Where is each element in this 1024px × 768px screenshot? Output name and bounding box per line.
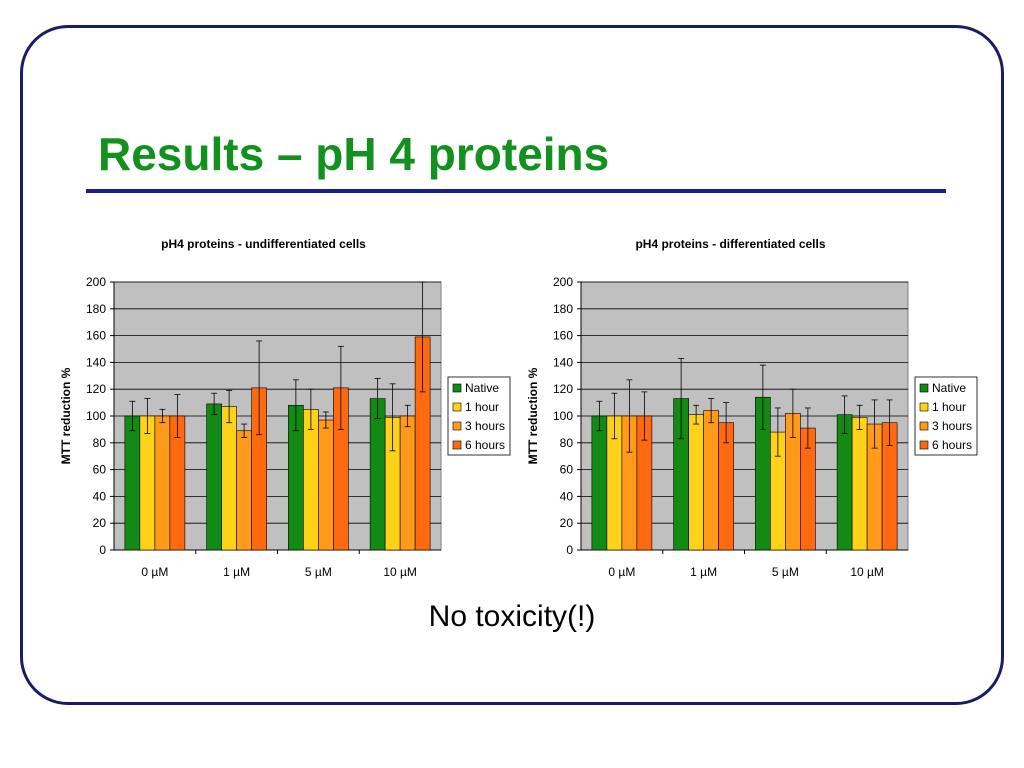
x-tick-label: 1 µM (223, 565, 250, 579)
y-tick-label: 60 (93, 463, 107, 477)
y-tick-label: 40 (93, 489, 107, 503)
legend-swatch (919, 383, 929, 393)
bar (206, 403, 222, 551)
chart-undifferentiated: pH4 proteins - undifferentiated cells 0 20… (59, 237, 511, 579)
x-tick-label: 0 µM (141, 565, 168, 579)
y-tick-label: 140 (86, 355, 106, 369)
x-tick-label: 5 µM (305, 565, 332, 579)
legend-label: Native (932, 381, 966, 395)
bar (124, 415, 141, 551)
chart-differentiated: pH4 proteins - differentiated cells 0 20 40… (526, 237, 978, 579)
bar (369, 398, 386, 551)
y-axis-label: MTT reduction % (526, 367, 540, 464)
y-tick-label: 20 (560, 516, 574, 530)
slide-title: Results – pH 4 proteins (98, 128, 610, 180)
bar (303, 409, 319, 551)
chart-title: pH4 proteins - undifferentiated cells (161, 237, 366, 251)
bar (236, 430, 252, 551)
x-tick-label: 10 µM (850, 565, 884, 579)
bar (318, 419, 334, 551)
x-tick-label: 0 µM (608, 565, 635, 579)
bar (399, 415, 416, 551)
y-tick-label: 120 (86, 382, 106, 396)
bar (591, 415, 608, 551)
y-tick-label: 200 (86, 275, 106, 289)
y-axis-label: MTT reduction % (59, 367, 73, 464)
y-tick-label: 20 (93, 516, 107, 530)
y-tick-label: 180 (86, 302, 106, 316)
legend-swatch (452, 421, 462, 431)
y-tick-label: 40 (560, 489, 574, 503)
y-tick-label: 80 (560, 436, 574, 450)
y-tick-label: 60 (560, 463, 574, 477)
caption: No toxicity(!) (428, 600, 596, 633)
bar (688, 414, 704, 551)
y-tick-label: 120 (553, 382, 573, 396)
bar (154, 415, 171, 551)
bar (836, 414, 853, 551)
legend-swatch (452, 402, 462, 412)
y-tick-label: 180 (553, 302, 573, 316)
legend-label: 3 hours (932, 419, 972, 433)
bar (703, 410, 719, 551)
y-tick-label: 100 (86, 409, 106, 423)
legend-swatch (452, 383, 462, 393)
legend-swatch (919, 402, 929, 412)
legend-swatch (919, 440, 929, 450)
y-tick-label: 80 (93, 436, 107, 450)
y-tick-label: 100 (553, 409, 573, 423)
legend-label: 6 hours (465, 438, 505, 452)
x-tick-label: 10 µM (383, 565, 417, 579)
y-tick-label: 0 (566, 543, 573, 557)
chart-title: pH4 proteins - differentiated cells (635, 237, 825, 251)
legend-label: 6 hours (932, 438, 972, 452)
bar (851, 417, 868, 551)
y-tick-label: 200 (553, 275, 573, 289)
y-tick-label: 160 (86, 329, 106, 343)
x-tick-label: 5 µM (772, 565, 799, 579)
title-underline (86, 189, 946, 193)
legend-label: Native (465, 381, 499, 395)
x-tick-label: 1 µM (690, 565, 717, 579)
y-tick-label: 140 (553, 355, 573, 369)
legend-label: 1 hour (465, 400, 499, 414)
bar (139, 415, 156, 551)
legend-label: 1 hour (932, 400, 966, 414)
y-tick-label: 0 (99, 543, 106, 557)
legend-swatch (452, 440, 462, 450)
slide-frame (20, 25, 1004, 705)
y-tick-label: 160 (553, 329, 573, 343)
legend-swatch (919, 421, 929, 431)
bar (221, 406, 237, 551)
legend-label: 3 hours (465, 419, 505, 433)
